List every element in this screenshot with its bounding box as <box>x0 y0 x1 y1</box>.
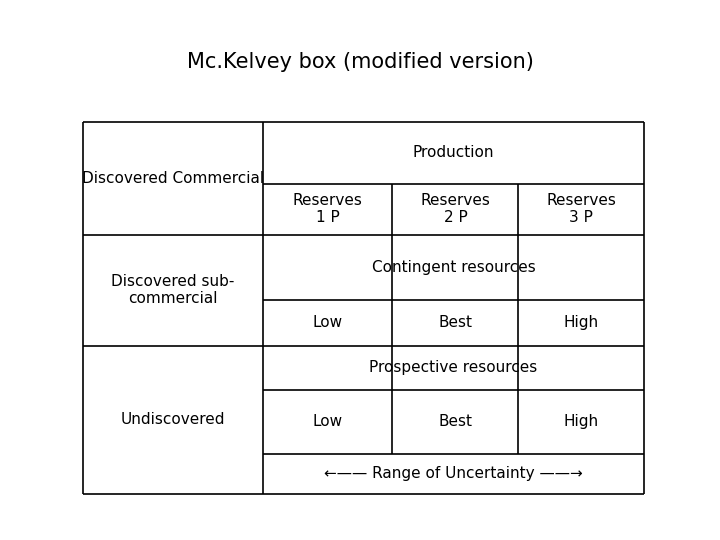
Text: Undiscovered: Undiscovered <box>120 413 225 427</box>
Text: Discovered Commercial: Discovered Commercial <box>82 171 264 186</box>
Text: ←—— Range of Uncertainty ——→: ←—— Range of Uncertainty ——→ <box>324 467 583 481</box>
Text: Reserves
1 P: Reserves 1 P <box>292 193 363 226</box>
Text: Mc.Kelvey box (modified version): Mc.Kelvey box (modified version) <box>186 52 534 72</box>
Text: Production: Production <box>413 145 495 160</box>
Text: Best: Best <box>438 415 472 429</box>
Text: Contingent resources: Contingent resources <box>372 260 536 275</box>
Text: Reserves
3 P: Reserves 3 P <box>546 193 616 226</box>
Text: High: High <box>564 415 599 429</box>
Text: Reserves
2 P: Reserves 2 P <box>420 193 490 226</box>
Text: Discovered sub-
commercial: Discovered sub- commercial <box>111 274 235 307</box>
Text: Low: Low <box>312 315 343 330</box>
Text: High: High <box>564 315 599 330</box>
Text: Best: Best <box>438 315 472 330</box>
Text: Low: Low <box>312 415 343 429</box>
Text: Prospective resources: Prospective resources <box>369 361 538 375</box>
